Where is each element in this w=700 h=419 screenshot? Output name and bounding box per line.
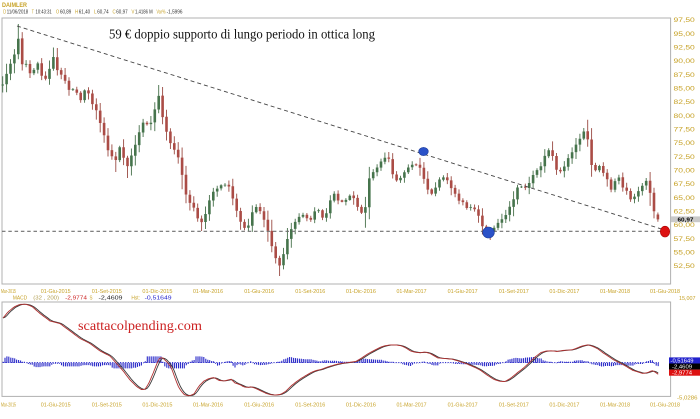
svg-text:60,00: 60,00 [674,222,696,229]
svg-text:1,4186 M: 1,4186 M [135,9,153,15]
svg-text:-2,4609: -2,4609 [672,365,692,371]
svg-text:60,97: 60,97 [678,217,695,223]
svg-text:01-Giu-2017: 01-Giu-2017 [448,402,478,408]
svg-text:C: C [113,9,117,15]
svg-text:77,50: 77,50 [674,127,696,134]
svg-text:95,00: 95,00 [674,31,696,38]
svg-text:DAIMLER: DAIMLER [2,2,27,9]
svg-text:85,00: 85,00 [674,86,696,93]
svg-text:01-Giu-2016: 01-Giu-2016 [244,289,275,295]
svg-text:01-Dic-2016: 01-Dic-2016 [346,402,377,408]
svg-text:01-Mar-2018: 01-Mar-2018 [600,289,631,295]
svg-text:-2,9774: -2,9774 [672,371,692,377]
svg-text:scattacolpending.com: scattacolpending.com [78,318,203,333]
svg-text:L: L [94,9,97,15]
svg-text:52,50: 52,50 [674,263,696,270]
svg-text:62,50: 62,50 [674,208,696,215]
svg-text:01-Dic-2016: 01-Dic-2016 [346,289,377,295]
svg-text:-2,4609: -2,4609 [99,295,123,301]
svg-text:01-Giu-2018: 01-Giu-2018 [650,289,681,295]
svg-text:80,00: 80,00 [674,113,696,120]
svg-text:87,50: 87,50 [674,72,696,79]
svg-text:01-Mar-2017: 01-Mar-2017 [397,289,427,295]
svg-text:01-Mar-2018: 01-Mar-2018 [600,402,631,408]
svg-text:67,50: 67,50 [674,181,696,188]
svg-text:01-Set-2015: 01-Set-2015 [92,402,123,408]
svg-text:Mar-2015: Mar-2015 [1,402,16,408]
svg-text:D: D [3,9,6,15]
svg-text:O: O [56,9,59,15]
svg-text:01-Dic-2017: 01-Dic-2017 [549,402,579,408]
svg-text:01-Giu-2016: 01-Giu-2016 [244,402,275,408]
svg-text:-1,5996: -1,5996 [167,9,183,15]
svg-text:82,50: 82,50 [674,99,696,106]
svg-text:61,40: 61,40 [79,9,91,15]
svg-text:65,00: 65,00 [674,195,696,202]
svg-text:75,00: 75,00 [674,140,696,147]
svg-text:01-Set-2017: 01-Set-2017 [499,402,529,408]
svg-text:57,50: 57,50 [674,236,696,243]
svg-text:-5,0286: -5,0286 [677,395,698,401]
svg-text:60,74: 60,74 [97,9,109,15]
svg-text:01-Set-2015: 01-Set-2015 [92,289,123,295]
svg-text:11/06/2018: 11/06/2018 [7,9,29,15]
svg-text:59 € doppio supporto di lungo: 59 € doppio supporto di lungo periodo in… [109,27,375,42]
svg-text:Mar-2015: Mar-2015 [1,289,16,295]
svg-text:MACD: MACD [13,295,27,301]
svg-text:55,00: 55,00 [674,249,696,256]
svg-text:01-Giu-2018: 01-Giu-2018 [650,402,681,408]
svg-text:-2,9774: -2,9774 [65,295,88,301]
svg-text:-0,51649: -0,51649 [671,358,694,364]
svg-text:10:43:31: 10:43:31 [36,9,52,15]
svg-text:01-Giu-2015: 01-Giu-2015 [41,402,72,408]
svg-text:01-Dic-2015: 01-Dic-2015 [142,402,173,408]
svg-text:01-Dic-2017: 01-Dic-2017 [549,289,579,295]
svg-text:90,00: 90,00 [674,58,696,65]
svg-text:S: S [90,295,93,301]
svg-text:72,50: 72,50 [674,154,696,161]
svg-text:Var%: Var% [157,9,166,15]
svg-text:-0,51649: -0,51649 [145,295,172,301]
svg-text:01-Dic-2015: 01-Dic-2015 [142,289,173,295]
svg-text:15,007: 15,007 [679,296,696,302]
svg-text:97,50: 97,50 [674,17,696,24]
svg-text:92,50: 92,50 [674,45,696,52]
svg-text:01-Set-2017: 01-Set-2017 [499,289,529,295]
svg-text:01-Set-2016: 01-Set-2016 [295,289,326,295]
svg-text:H: H [75,9,78,15]
svg-text:01-Set-2016: 01-Set-2016 [295,402,326,408]
svg-text:01-Mar-2017: 01-Mar-2017 [397,402,427,408]
svg-text:(32 , 200): (32 , 200) [33,295,59,301]
svg-text:01-Giu-2017: 01-Giu-2017 [448,289,478,295]
svg-text:01-Mar-2016: 01-Mar-2016 [193,402,224,408]
svg-text:60,97: 60,97 [116,9,127,15]
svg-text:70,00: 70,00 [674,168,696,175]
svg-text:01-Giu-2015: 01-Giu-2015 [41,289,72,295]
svg-text:Hst:: Hst: [131,295,140,301]
svg-text:V: V [132,9,135,15]
svg-text:60,89: 60,89 [60,9,71,15]
svg-text:01-Mar-2016: 01-Mar-2016 [193,289,224,295]
svg-text:T: T [32,9,34,15]
